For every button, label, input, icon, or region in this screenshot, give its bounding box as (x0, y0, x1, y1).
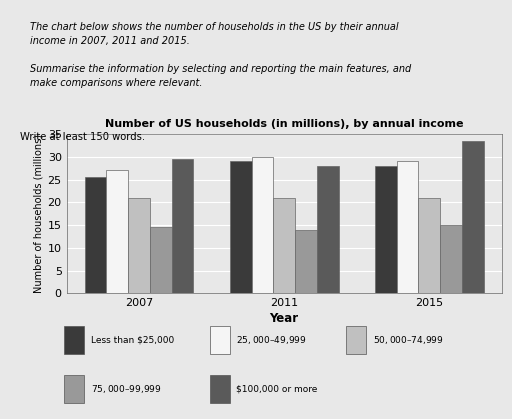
Text: The chart below shows the number of households in the US by their annual
income : The chart below shows the number of hous… (30, 23, 411, 88)
Bar (65, 326, 84, 354)
Bar (440, 225, 462, 293)
Text: $50,000–$74,999: $50,000–$74,999 (373, 334, 443, 346)
Bar (210, 326, 229, 354)
Text: $25,000–$49,999: $25,000–$49,999 (236, 334, 307, 346)
Bar (397, 161, 418, 293)
Title: Number of US households (in millions), by annual income: Number of US households (in millions), b… (105, 119, 463, 129)
Text: $75,000–$99,999: $75,000–$99,999 (91, 383, 161, 395)
Text: Write at least 150 words.: Write at least 150 words. (20, 132, 145, 142)
Bar (317, 166, 338, 293)
Bar (462, 141, 484, 293)
Text: Less than $25,000: Less than $25,000 (91, 335, 174, 344)
Bar (273, 198, 295, 293)
Bar (65, 375, 84, 403)
Bar (251, 157, 273, 293)
X-axis label: Year: Year (270, 312, 298, 325)
Bar (375, 166, 397, 293)
Text: $100,000 or more: $100,000 or more (236, 384, 317, 393)
Bar (106, 171, 128, 293)
Bar (128, 198, 150, 293)
Bar (346, 326, 366, 354)
Bar (210, 375, 229, 403)
Y-axis label: Number of households (millions): Number of households (millions) (33, 134, 44, 293)
Bar (418, 198, 440, 293)
Bar (84, 177, 106, 293)
Bar (295, 230, 317, 293)
Bar (230, 161, 251, 293)
Bar (150, 228, 172, 293)
Bar (172, 159, 194, 293)
